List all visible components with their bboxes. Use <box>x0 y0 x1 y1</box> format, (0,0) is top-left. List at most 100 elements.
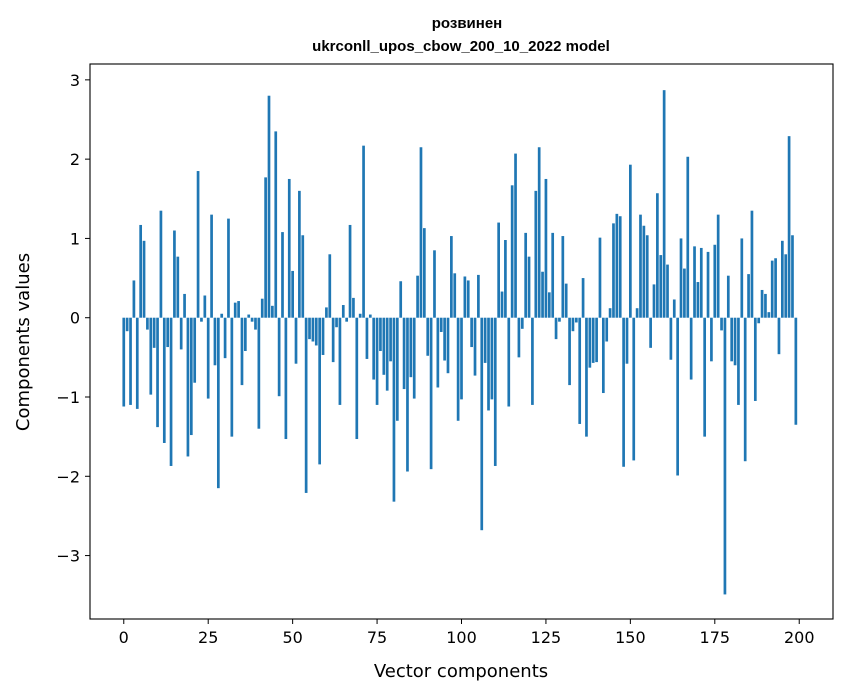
bar <box>169 317 173 466</box>
bar <box>294 317 298 364</box>
bar <box>618 216 622 318</box>
chart-title: розвинен <box>432 15 503 32</box>
bar <box>750 210 754 318</box>
bar <box>423 228 426 318</box>
bar <box>146 317 149 330</box>
bar <box>639 214 642 318</box>
bar <box>352 297 355 318</box>
bar <box>493 317 497 466</box>
y-tick-label: −2 <box>56 467 80 486</box>
bar <box>368 314 372 318</box>
bar <box>649 317 652 348</box>
bar <box>122 317 126 407</box>
bar <box>436 317 440 388</box>
y-axis-label: Components values <box>13 253 34 431</box>
bar <box>794 317 798 425</box>
bar <box>787 136 791 318</box>
bar <box>551 232 555 318</box>
bar <box>173 230 176 318</box>
bar <box>541 271 544 318</box>
bar <box>206 317 210 399</box>
bar <box>615 213 619 318</box>
bar <box>382 317 386 375</box>
bar <box>622 317 625 467</box>
bar <box>747 274 750 318</box>
bar <box>483 317 487 363</box>
x-tick-label: 25 <box>198 628 218 647</box>
bar <box>605 317 609 342</box>
bar <box>480 317 484 531</box>
bar <box>608 308 612 318</box>
bar <box>196 171 200 318</box>
bar <box>348 224 352 318</box>
bar <box>703 317 707 437</box>
bar <box>780 240 784 318</box>
bar <box>770 260 774 318</box>
bar <box>696 282 700 318</box>
bar <box>358 313 362 318</box>
bar <box>186 317 190 457</box>
bar <box>156 317 159 428</box>
bar <box>439 317 443 332</box>
bar <box>581 278 585 318</box>
bar <box>230 317 234 437</box>
bar <box>487 317 490 411</box>
bar <box>149 317 153 395</box>
bar <box>372 317 376 380</box>
bar <box>645 235 649 318</box>
x-tick-label: 50 <box>282 628 302 647</box>
bar <box>574 317 578 323</box>
bar <box>446 317 450 374</box>
bar <box>463 276 467 318</box>
bar <box>237 301 240 318</box>
bar <box>345 317 349 322</box>
bar <box>402 317 406 390</box>
bar <box>152 317 156 348</box>
bar <box>443 317 446 361</box>
bar <box>595 317 598 363</box>
bar <box>216 317 220 489</box>
bar <box>301 235 305 318</box>
bar <box>699 247 703 318</box>
x-axis-label: Vector components <box>374 661 548 682</box>
bar <box>585 317 588 437</box>
bar <box>318 317 321 465</box>
bar <box>500 291 504 318</box>
bar <box>571 317 575 332</box>
bar <box>284 317 288 440</box>
bar <box>753 317 757 401</box>
bar <box>321 317 325 355</box>
bar <box>166 317 170 348</box>
bar <box>514 153 517 318</box>
bar <box>412 317 416 399</box>
chart-subtitle: ukrconll_upos_cbow_200_10_2022 model <box>312 38 610 55</box>
bar <box>676 317 679 476</box>
bar <box>710 317 713 362</box>
bar <box>706 251 710 318</box>
bar <box>395 317 399 421</box>
bar <box>632 317 636 461</box>
bar <box>304 317 308 493</box>
bar <box>129 317 132 405</box>
bar <box>558 317 561 322</box>
bar <box>409 317 413 378</box>
bar <box>139 224 143 318</box>
bar <box>713 244 717 318</box>
bar <box>264 177 267 318</box>
bar <box>281 232 284 318</box>
bar <box>338 317 342 405</box>
bar <box>568 317 571 386</box>
bar <box>504 240 507 318</box>
bar <box>588 317 592 368</box>
bar <box>159 210 163 318</box>
bar <box>629 164 632 318</box>
bar <box>497 222 500 318</box>
bar <box>716 214 720 318</box>
bar <box>227 218 230 318</box>
bar <box>365 317 369 359</box>
bar <box>625 317 629 364</box>
bar <box>223 317 227 359</box>
bar <box>274 131 278 318</box>
bar <box>179 317 183 350</box>
bar <box>470 317 473 348</box>
